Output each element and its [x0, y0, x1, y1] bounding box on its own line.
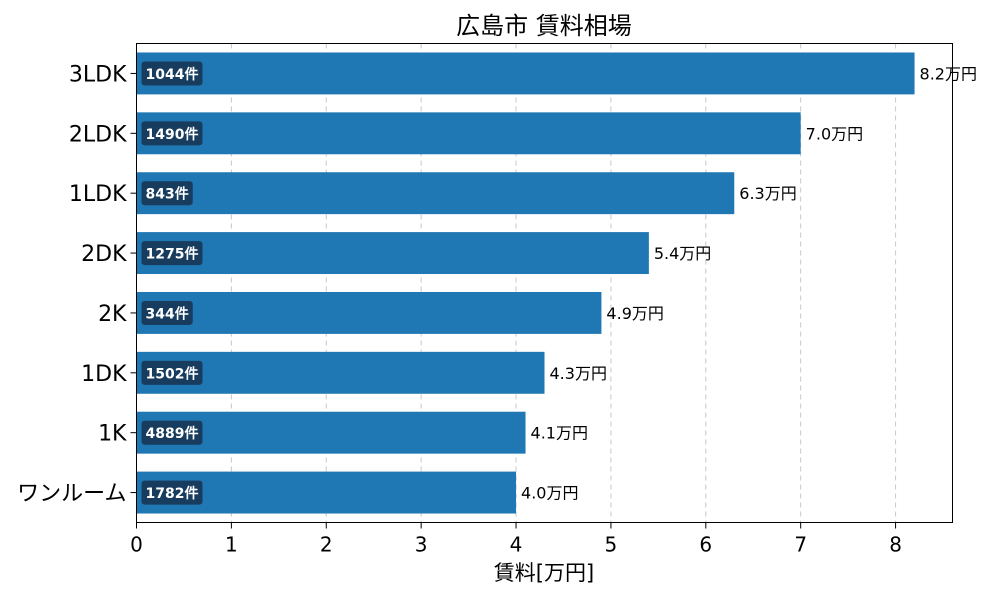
- category-label: 1DK: [81, 362, 127, 387]
- count-badge: [141, 300, 193, 325]
- count-label: 1275件: [146, 246, 199, 263]
- count-label: 4889件: [146, 425, 199, 442]
- value-label: 4.1万円: [531, 424, 588, 443]
- count-label: 843件: [146, 186, 189, 203]
- category-label: 1K: [98, 422, 127, 447]
- bar: [136, 232, 649, 275]
- value-label: 4.0万円: [521, 484, 578, 503]
- count-label: 1502件: [146, 365, 199, 382]
- x-tick-label: 5: [605, 533, 618, 557]
- value-label: 8.2万円: [920, 64, 977, 83]
- category-label: 2DK: [81, 242, 127, 267]
- x-tick-label: 0: [130, 533, 143, 557]
- count-badge: [141, 241, 203, 266]
- count-label: 1490件: [146, 126, 199, 143]
- bars: 1044件 8.2万円 1490件 7.0万円 843件 6.3万円 1275件 5.4万円 3…: [136, 52, 977, 514]
- x-tick-label: 2: [320, 533, 333, 557]
- value-label: 6.3万円: [739, 184, 796, 203]
- x-tick-label: 6: [699, 533, 712, 557]
- x-tick-label: 3: [415, 533, 428, 557]
- count-label: 1782件: [146, 485, 199, 502]
- value-label: 4.3万円: [550, 364, 607, 383]
- count-label: 344件: [146, 305, 189, 322]
- count-badge: [141, 420, 203, 445]
- y-axis-categories: 3LDK 2LDK 1LDK 2DK 2K 1DK 1K ワンルーム: [17, 62, 137, 507]
- bar: [136, 52, 915, 95]
- value-label: 7.0万円: [806, 124, 863, 143]
- count-badge: [141, 121, 203, 146]
- category-label: ワンルーム: [17, 482, 126, 507]
- x-tick-label: 4: [510, 533, 523, 557]
- category-label: 3LDK: [69, 62, 127, 87]
- count-badge: [141, 360, 203, 385]
- x-tick-label: 7: [794, 533, 807, 557]
- count-badge: [141, 61, 203, 86]
- bar: [136, 112, 801, 155]
- bar: [136, 351, 545, 394]
- count-badge: [141, 480, 203, 505]
- category-label: 2K: [98, 302, 127, 327]
- value-label: 5.4万円: [654, 244, 711, 263]
- x-axis-ticks: 0 1 2 3 4 5 6 7 8: [130, 522, 902, 557]
- count-badge: [141, 181, 193, 206]
- category-label: 2LDK: [69, 122, 127, 147]
- bar: [136, 172, 735, 215]
- x-axis-label: 賃料[万円]: [494, 561, 594, 585]
- x-tick-label: 8: [889, 533, 902, 557]
- plot-frame: [136, 43, 953, 523]
- value-label: 4.9万円: [606, 304, 663, 323]
- bar: [136, 291, 602, 334]
- chart-title: 広島市 賃料相場: [456, 12, 632, 40]
- category-label: 1LDK: [69, 182, 127, 207]
- count-label: 1044件: [146, 66, 199, 83]
- x-tick-label: 1: [225, 533, 238, 557]
